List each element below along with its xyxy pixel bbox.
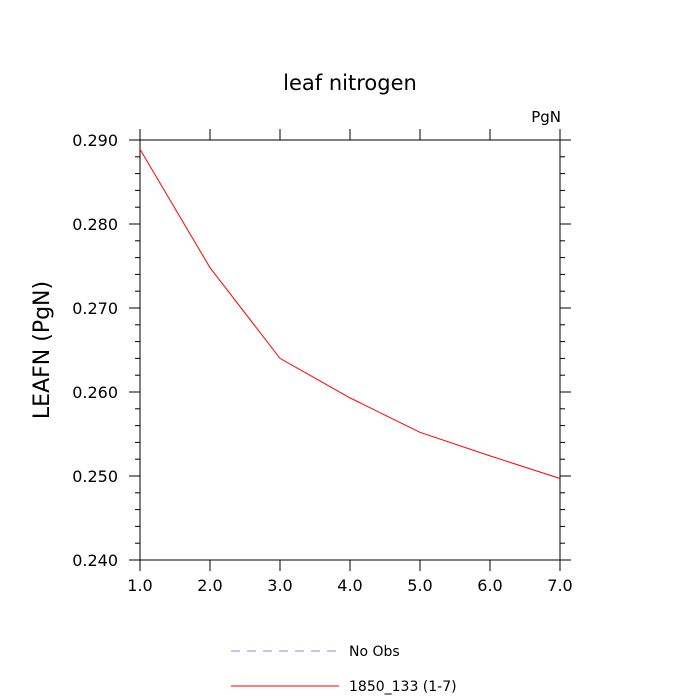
plot-frame (139, 139, 561, 561)
y-tick-label: 0.290 (72, 131, 118, 150)
x-tick-label: 6.0 (477, 576, 502, 595)
x-tick-label: 4.0 (337, 576, 362, 595)
axis-ticks (129, 129, 571, 571)
x-tick-label: 3.0 (267, 576, 292, 595)
y-tick-label: 0.280 (72, 215, 118, 234)
x-tick-label: 5.0 (407, 576, 432, 595)
y-tick-label: 0.270 (72, 299, 118, 318)
x-tick-label: 1.0 (127, 576, 152, 595)
legend: No Obs 1850_133 (1-7) (231, 644, 457, 695)
y-tick-label: 0.250 (72, 467, 118, 486)
legend-label: 1850_133 (1-7) (349, 679, 457, 695)
series-line (139, 148, 561, 479)
x-tick-label: 7.0 (547, 576, 572, 595)
y-tick-label: 0.260 (72, 383, 118, 402)
series-lines (139, 148, 561, 479)
legend-label: No Obs (349, 644, 400, 660)
y-tick-label: 0.240 (72, 551, 118, 570)
y-axis-label: LEAFN (PgN) (30, 281, 55, 419)
x-tick-label: 2.0 (197, 576, 222, 595)
axis-tick-labels: 1.0 2.0 3.0 4.0 5.0 6.0 7.0 0.240 0.250 0.260 0.27… (72, 131, 573, 595)
units-label: PgN (531, 108, 561, 126)
chart-title: leaf nitrogen (283, 71, 417, 95)
